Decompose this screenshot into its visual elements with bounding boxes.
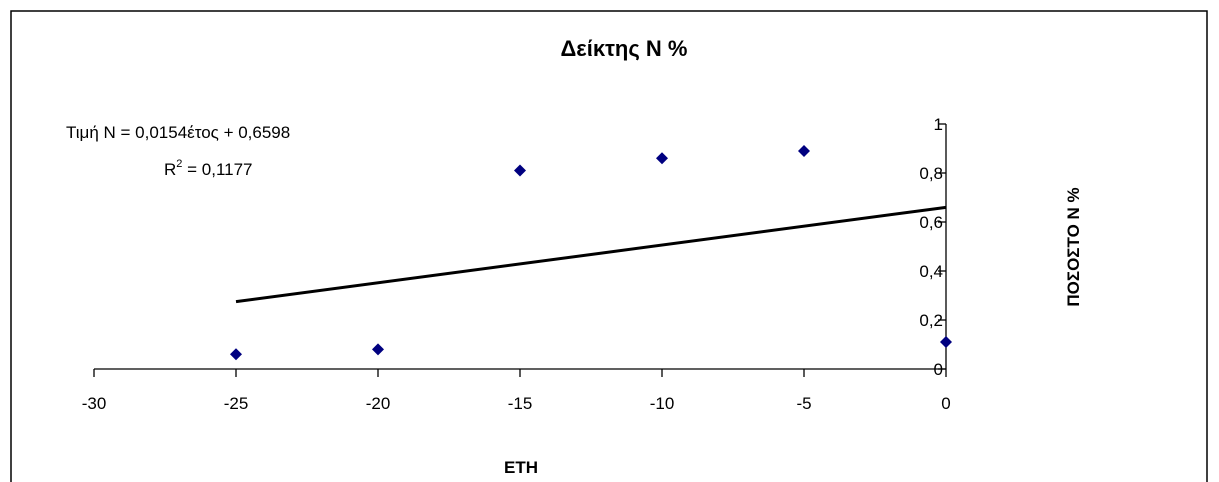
- x-tick-label: -10: [650, 394, 675, 413]
- trendline-equation: Τιμή N = 0,0154έτος + 0,6598: [66, 123, 290, 142]
- data-point: [940, 336, 952, 349]
- y-tick-label: 0,8: [919, 164, 943, 183]
- data-point: [230, 348, 242, 361]
- chart-title: Δείκτης N %: [560, 36, 687, 61]
- y-tick-label: 0,4: [919, 262, 943, 281]
- data-point: [798, 144, 810, 157]
- x-tick-label: -15: [508, 394, 533, 413]
- y-tick-label: 0: [934, 360, 943, 379]
- y-tick-label: 0,6: [919, 213, 943, 232]
- chart-border: [10, 10, 1208, 482]
- x-tick-label: -25: [224, 394, 249, 413]
- y-axis-title: ΠΟΣΟΣΤΟ N %: [1064, 187, 1083, 306]
- data-point: [372, 343, 384, 356]
- trendline: [235, 205, 947, 304]
- plot-area: -30 -25 -20 -15 -10 -5 0 0 0,2 0,4 0,6 0,8 1: [82, 115, 952, 413]
- data-point: [514, 164, 526, 177]
- x-tick-label: -30: [82, 394, 107, 413]
- x-tick-label: -20: [366, 394, 391, 413]
- x-axis-title: ΕΤΗ: [504, 458, 538, 477]
- x-tick-label: -5: [796, 394, 811, 413]
- data-point: [656, 152, 668, 165]
- r-squared-label: R2 = 0,1177: [164, 158, 253, 179]
- x-tick-label: 0: [941, 394, 950, 413]
- y-tick-label: 1: [934, 115, 943, 134]
- y-tick-label: 0,2: [919, 311, 943, 330]
